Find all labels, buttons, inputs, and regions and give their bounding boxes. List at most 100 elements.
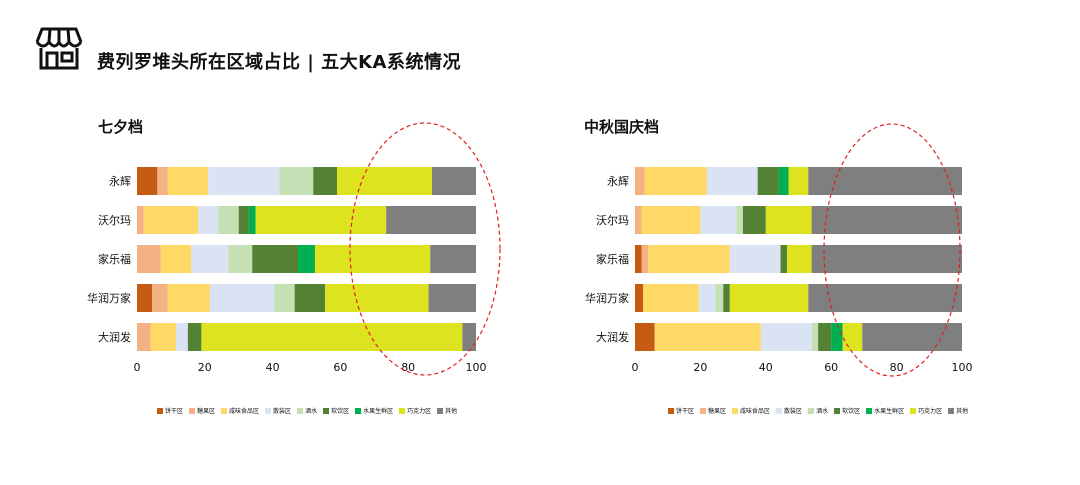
bar-segment — [152, 284, 168, 312]
bar-segment — [137, 245, 161, 273]
bar-segment — [137, 206, 144, 234]
bar-segment — [635, 323, 655, 351]
legend-swatch — [668, 407, 674, 414]
category-label: 沃尔玛 — [596, 214, 629, 227]
bar-segment — [298, 245, 315, 273]
bar-segment — [386, 206, 476, 234]
legend-swatch — [157, 407, 163, 414]
legend-item: 其他 — [948, 406, 968, 415]
bar-segment — [811, 323, 819, 351]
legend-item: 酒水 — [297, 406, 317, 415]
legend-swatch — [866, 407, 873, 414]
legend-swatch — [910, 407, 917, 414]
bar-segment — [252, 245, 299, 273]
bar-segment — [209, 284, 275, 312]
category-label: 华润万家 — [585, 291, 629, 305]
bar-segment — [255, 206, 387, 234]
legend-label: 水果生鲜区 — [363, 408, 394, 415]
bar-segment — [729, 245, 781, 273]
chart-title: 中秋国庆档 — [584, 118, 659, 136]
legend-item: 咸味食品区 — [221, 406, 259, 415]
bar-segment — [742, 206, 766, 234]
chart-title: 七夕档 — [98, 118, 143, 136]
legend-item: 软饮区 — [834, 406, 860, 415]
legend-label: 咸味食品区 — [229, 408, 260, 415]
bar-segment — [787, 245, 812, 273]
bar-segment — [831, 323, 843, 351]
bar-segment — [137, 284, 153, 312]
legend-item: 糖果区 — [700, 406, 726, 415]
legend-label: 酒水 — [816, 408, 829, 415]
bar-segment — [201, 323, 463, 351]
bar-segment — [279, 167, 314, 195]
bar-segment — [700, 206, 737, 234]
legend-swatch — [437, 407, 444, 414]
bar-segment — [337, 167, 432, 195]
bar-segment — [137, 323, 151, 351]
legend-label: 巧克力区 — [407, 408, 432, 415]
legend-label: 巧克力区 — [918, 408, 943, 415]
bar-segment — [238, 206, 249, 234]
bar-segment — [760, 323, 812, 351]
x-tick-label: 80 — [890, 361, 904, 374]
bar-segment — [167, 284, 210, 312]
x-tick-label: 20 — [198, 361, 212, 374]
bar-segment — [788, 167, 809, 195]
bar-segment — [228, 245, 253, 273]
bar-segment — [167, 167, 209, 195]
legend-item: 其他 — [437, 406, 457, 415]
legend-label: 糖果区 — [708, 408, 727, 415]
category-label: 家乐福 — [596, 252, 629, 266]
bar-segment — [818, 323, 832, 351]
bar-segment — [191, 245, 229, 273]
legend-swatch — [732, 407, 739, 414]
legend-swatch — [323, 407, 330, 414]
legend-label: 软饮区 — [331, 408, 350, 415]
bar-segment — [274, 284, 295, 312]
legend-item: 饼干区 — [157, 406, 183, 415]
bar-segment — [218, 206, 239, 234]
x-tick-label: 60 — [824, 361, 838, 374]
category-label: 沃尔玛 — [98, 214, 131, 227]
legend-qixi: 饼干区 糖果区 咸味食品区 散装区 酒水 软饮区 水果生鲜区 巧克力区 其他 — [157, 406, 463, 415]
bar-segment — [842, 323, 863, 351]
legend-item: 糖果区 — [189, 406, 215, 415]
legend-item: 水果生鲜区 — [866, 406, 904, 415]
bar-segment — [698, 284, 716, 312]
legend-swatch — [355, 407, 362, 414]
x-tick-label: 0 — [632, 361, 639, 374]
x-tick-label: 100 — [466, 361, 487, 374]
legend-midautumn: 饼干区 糖果区 咸味食品区 散装区 酒水 软饮区 水果生鲜区 巧克力区 其他 — [668, 406, 974, 415]
highlight-ellipse — [823, 123, 961, 377]
category-label: 永辉 — [109, 174, 131, 188]
legend-label: 散装区 — [273, 408, 292, 415]
bar-segment — [431, 167, 476, 195]
legend-label: 饼干区 — [676, 408, 695, 415]
category-label: 华润万家 — [87, 291, 131, 305]
bar-segment — [862, 323, 962, 351]
bar-segment — [811, 245, 962, 273]
legend-label: 饼干区 — [165, 408, 184, 415]
bar-segment — [757, 167, 779, 195]
legend-swatch — [776, 407, 783, 414]
bar-segment — [641, 245, 649, 273]
legend-swatch — [189, 407, 196, 414]
bar-segment — [635, 206, 642, 234]
x-tick-label: 100 — [952, 361, 973, 374]
legend-swatch — [948, 407, 955, 414]
legend-item: 散装区 — [776, 406, 802, 415]
bar-segment — [811, 206, 962, 234]
legend-label: 其他 — [956, 408, 969, 415]
legend-label: 其他 — [445, 408, 458, 415]
legend-swatch — [399, 407, 406, 414]
legend-swatch — [297, 407, 304, 414]
bar-segment — [175, 323, 188, 351]
legend-swatch — [808, 407, 815, 414]
legend-swatch — [221, 407, 228, 414]
x-tick-label: 60 — [333, 361, 347, 374]
bar-segment — [248, 206, 256, 234]
legend-label: 咸味食品区 — [740, 408, 771, 415]
legend-swatch — [265, 407, 272, 414]
